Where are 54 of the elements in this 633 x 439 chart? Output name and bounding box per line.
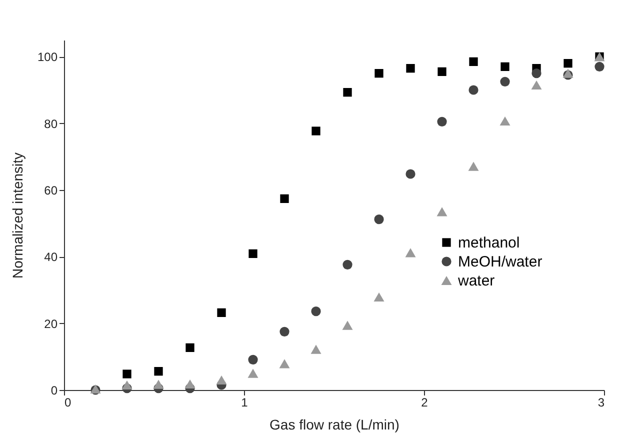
point: [311, 306, 321, 316]
x-axis-title: Gas flow rate (L/min): [270, 416, 400, 432]
point: [342, 260, 352, 270]
y-tick-label: 0: [50, 384, 58, 398]
legend-label: water: [457, 272, 495, 290]
point: [342, 320, 353, 330]
point: [406, 64, 415, 73]
legend-label: MeOH/water: [458, 254, 542, 270]
point: [438, 67, 446, 76]
point: [153, 380, 164, 389]
point: [154, 367, 163, 376]
point: [564, 59, 572, 68]
y-tick-label: 40: [44, 250, 58, 264]
x-tick-label: 3: [598, 396, 605, 410]
point: [531, 80, 542, 90]
y-tick-label: 60: [44, 184, 58, 198]
point: [122, 370, 132, 378]
point: [469, 57, 478, 66]
point: [312, 126, 320, 136]
point: [374, 214, 384, 224]
y-axis-title: Normalized intensity: [9, 152, 26, 279]
legend-label: methanol: [458, 234, 520, 252]
point: [374, 69, 384, 78]
x-tick-label: 2: [421, 396, 428, 410]
point: [280, 326, 290, 336]
point: [500, 116, 510, 126]
point: [468, 85, 478, 95]
point: [436, 207, 448, 216]
point: [184, 379, 196, 389]
point: [248, 368, 258, 378]
point: [216, 375, 227, 385]
point: [405, 248, 416, 258]
point: [122, 380, 132, 390]
point: [468, 162, 479, 171]
point: [217, 308, 226, 317]
point: [532, 68, 542, 78]
y-tick-label: 80: [44, 116, 58, 131]
point: [374, 292, 384, 302]
point: [186, 343, 194, 352]
point: [343, 88, 352, 97]
point: [406, 169, 416, 179]
point: [248, 354, 258, 364]
y-tick-label: 20: [44, 316, 58, 331]
point: [500, 76, 510, 86]
point: [437, 116, 447, 126]
point: [279, 359, 290, 368]
point: [500, 62, 510, 71]
x-tick-label: 1: [241, 396, 248, 410]
x-tick-label: 0: [64, 396, 72, 410]
point: [594, 62, 604, 72]
point: [248, 249, 258, 258]
y-tick-label: 100: [37, 50, 58, 64]
point: [280, 194, 289, 203]
point: [310, 344, 322, 354]
